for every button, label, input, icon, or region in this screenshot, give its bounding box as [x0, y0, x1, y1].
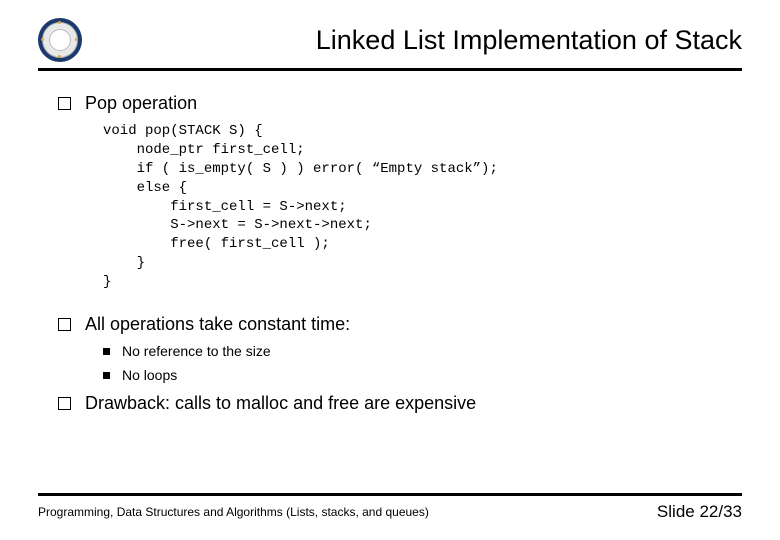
- bullet-item: All operations take constant time:: [58, 314, 742, 335]
- slide-content: Pop operation void pop(STACK S) { node_p…: [38, 71, 742, 414]
- bullet-label: Pop operation: [85, 93, 197, 114]
- slide-header: Linked List Implementation of Stack: [38, 18, 742, 71]
- sub-bullet-item: No reference to the size: [103, 343, 742, 359]
- sub-bullet-item: No loops: [103, 367, 742, 383]
- bullet-label: Drawback: calls to malloc and free are e…: [85, 393, 476, 414]
- bullet-item: Pop operation: [58, 93, 742, 114]
- institution-logo-icon: [38, 18, 82, 62]
- footer-course-title: Programming, Data Structures and Algorit…: [38, 505, 429, 519]
- sub-bullet-label: No reference to the size: [122, 343, 271, 359]
- slide-title: Linked List Implementation of Stack: [82, 25, 742, 56]
- slide-number: Slide 22/33: [657, 502, 742, 522]
- slide: Linked List Implementation of Stack Pop …: [0, 0, 780, 540]
- code-block: void pop(STACK S) { node_ptr first_cell;…: [103, 122, 742, 292]
- filled-square-bullet-icon: [103, 348, 110, 355]
- slide-footer: Programming, Data Structures and Algorit…: [38, 493, 742, 522]
- sub-bullet-list: No reference to the size No loops: [103, 343, 742, 383]
- hollow-square-bullet-icon: [58, 97, 71, 110]
- sub-bullet-label: No loops: [122, 367, 177, 383]
- hollow-square-bullet-icon: [58, 397, 71, 410]
- bullet-item: Drawback: calls to malloc and free are e…: [58, 393, 742, 414]
- filled-square-bullet-icon: [103, 372, 110, 379]
- hollow-square-bullet-icon: [58, 318, 71, 331]
- bullet-label: All operations take constant time:: [85, 314, 350, 335]
